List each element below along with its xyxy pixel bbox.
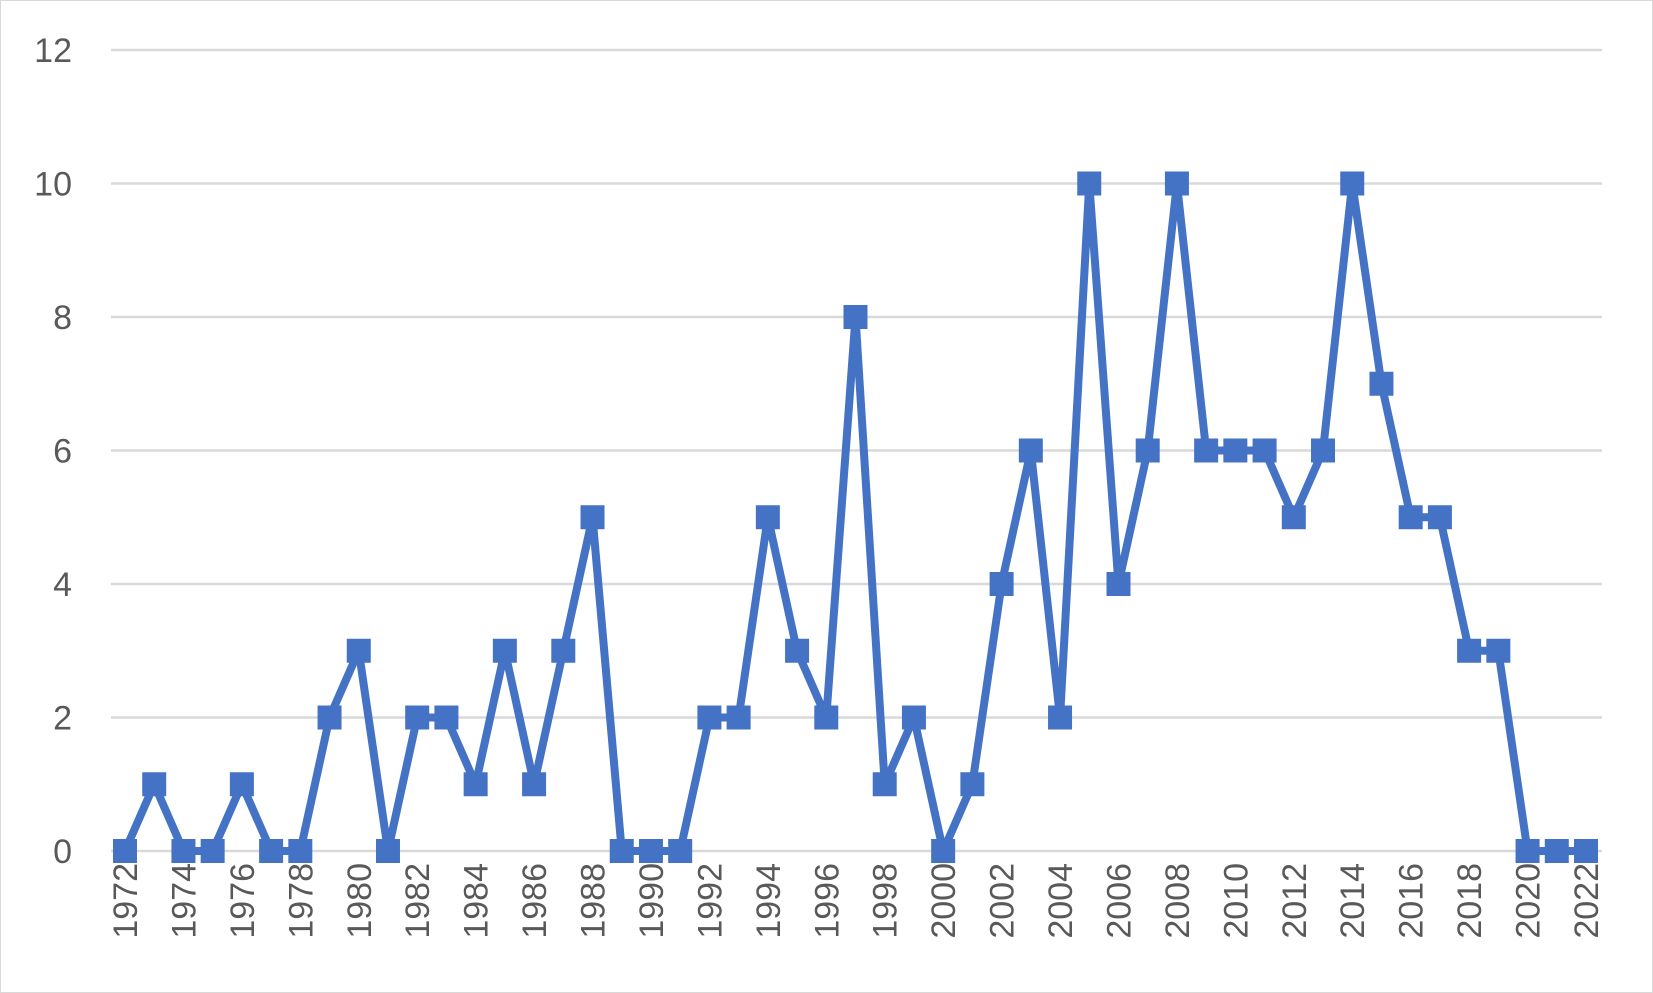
data-point-1977	[259, 839, 284, 863]
x-tick-label: 2006	[1100, 863, 1138, 939]
data-point-2007	[1135, 438, 1160, 463]
data-point-2015	[1369, 371, 1394, 396]
y-axis-ticks: 0 2 4 6 8 10 12	[34, 32, 72, 871]
data-point-1982	[405, 705, 430, 730]
x-tick-label: 1998	[867, 863, 905, 939]
data-point-1984	[463, 772, 488, 797]
x-tick-label: 2018	[1451, 863, 1489, 939]
x-tick-label: 1986	[516, 863, 554, 939]
data-point-2003	[1018, 438, 1043, 463]
data-point-2005	[1077, 171, 1102, 196]
x-tick-label: 1992	[691, 863, 729, 939]
data-point-1997	[843, 305, 868, 329]
data-point-2006	[1106, 572, 1131, 596]
data-point-2022	[1574, 839, 1598, 863]
x-tick-label: 1974	[165, 863, 203, 939]
data-point-2013	[1311, 438, 1336, 463]
data-point-2000	[931, 839, 956, 863]
data-point-1976	[229, 772, 254, 797]
data-point-2014	[1340, 171, 1365, 196]
y-tick-label: 0	[53, 833, 72, 871]
x-tick-label: 2022	[1568, 863, 1606, 939]
data-point-1990	[638, 839, 663, 863]
data-point-1986	[522, 772, 547, 797]
data-point-2011	[1252, 438, 1277, 463]
data-point-2004	[1048, 705, 1073, 730]
x-tick-label: 1980	[341, 863, 379, 939]
series-line	[121, 179, 1586, 855]
data-point-1992	[697, 705, 722, 730]
data-point-1993	[726, 705, 751, 730]
x-tick-label: 2014	[1334, 863, 1372, 939]
data-point-1973	[142, 772, 167, 797]
data-point-1981	[375, 839, 400, 863]
x-tick-label: 1976	[224, 863, 262, 939]
x-tick-label: 1996	[808, 863, 846, 939]
x-tick-label: 2012	[1276, 863, 1314, 939]
data-point-1983	[434, 705, 459, 730]
gridlines	[111, 48, 1602, 853]
y-tick-label: 10	[34, 166, 72, 204]
data-point-2001	[960, 772, 985, 797]
y-tick-label: 2	[53, 700, 72, 738]
data-point-1989	[609, 839, 634, 863]
data-point-2020	[1515, 839, 1540, 863]
data-point-1994	[755, 505, 780, 530]
x-tick-label: 2000	[925, 863, 963, 939]
data-point-1975	[200, 839, 225, 863]
x-tick-label: 1988	[575, 863, 613, 939]
y-tick-label: 4	[53, 566, 72, 604]
data-point-1987	[551, 638, 576, 663]
data-point-1988	[580, 505, 605, 530]
x-tick-label: 2010	[1217, 863, 1255, 939]
data-point-1978	[288, 839, 313, 863]
x-tick-label: 1982	[399, 863, 437, 939]
data-point-2018	[1457, 638, 1482, 663]
data-point-2019	[1486, 638, 1511, 663]
x-axis-ticks: 1972 1974 1976 1978 1980 1982 1984 1986 1988 1990…	[107, 863, 1606, 939]
data-point-2021	[1544, 839, 1569, 863]
x-tick-label: 1984	[458, 863, 496, 939]
data-point-2016	[1398, 505, 1423, 530]
y-tick-label: 6	[53, 433, 72, 471]
data-point-1980	[346, 638, 371, 663]
x-tick-label: 2020	[1510, 863, 1548, 939]
x-tick-label: 2016	[1393, 863, 1431, 939]
y-tick-label: 8	[53, 299, 72, 337]
data-point-2017	[1427, 505, 1452, 530]
x-tick-label: 2002	[984, 863, 1022, 939]
data-point-1985	[492, 638, 517, 663]
x-tick-label: 1990	[633, 863, 671, 939]
data-point-2009	[1194, 438, 1219, 463]
data-point-1972	[113, 839, 137, 863]
data-point-2010	[1223, 438, 1248, 463]
data-point-1974	[171, 839, 196, 863]
data-point-1998	[872, 772, 897, 797]
data-point-2002	[989, 572, 1014, 596]
data-point-1999	[901, 705, 926, 730]
data-point-1979	[317, 705, 342, 730]
data-point-1996	[814, 705, 839, 730]
series-markers	[113, 171, 1598, 863]
x-tick-label: 1994	[750, 863, 788, 939]
x-tick-label: 2008	[1159, 863, 1197, 939]
x-tick-label: 1972	[107, 863, 145, 939]
data-point-2012	[1281, 505, 1306, 530]
x-tick-label: 2004	[1042, 863, 1080, 939]
data-point-2008	[1164, 171, 1189, 196]
y-tick-label: 12	[34, 32, 72, 70]
x-tick-label: 1978	[282, 863, 320, 939]
data-point-1995	[785, 638, 810, 663]
data-point-1991	[668, 839, 693, 863]
